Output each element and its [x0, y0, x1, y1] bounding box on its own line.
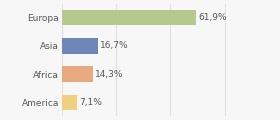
Text: 16,7%: 16,7%: [100, 41, 129, 50]
Bar: [62, 38, 98, 54]
Text: 7,1%: 7,1%: [79, 98, 102, 107]
Text: 61,9%: 61,9%: [198, 13, 227, 22]
Bar: [62, 95, 77, 110]
Bar: [62, 66, 93, 82]
Text: 14,3%: 14,3%: [95, 70, 123, 79]
Bar: [62, 10, 196, 25]
